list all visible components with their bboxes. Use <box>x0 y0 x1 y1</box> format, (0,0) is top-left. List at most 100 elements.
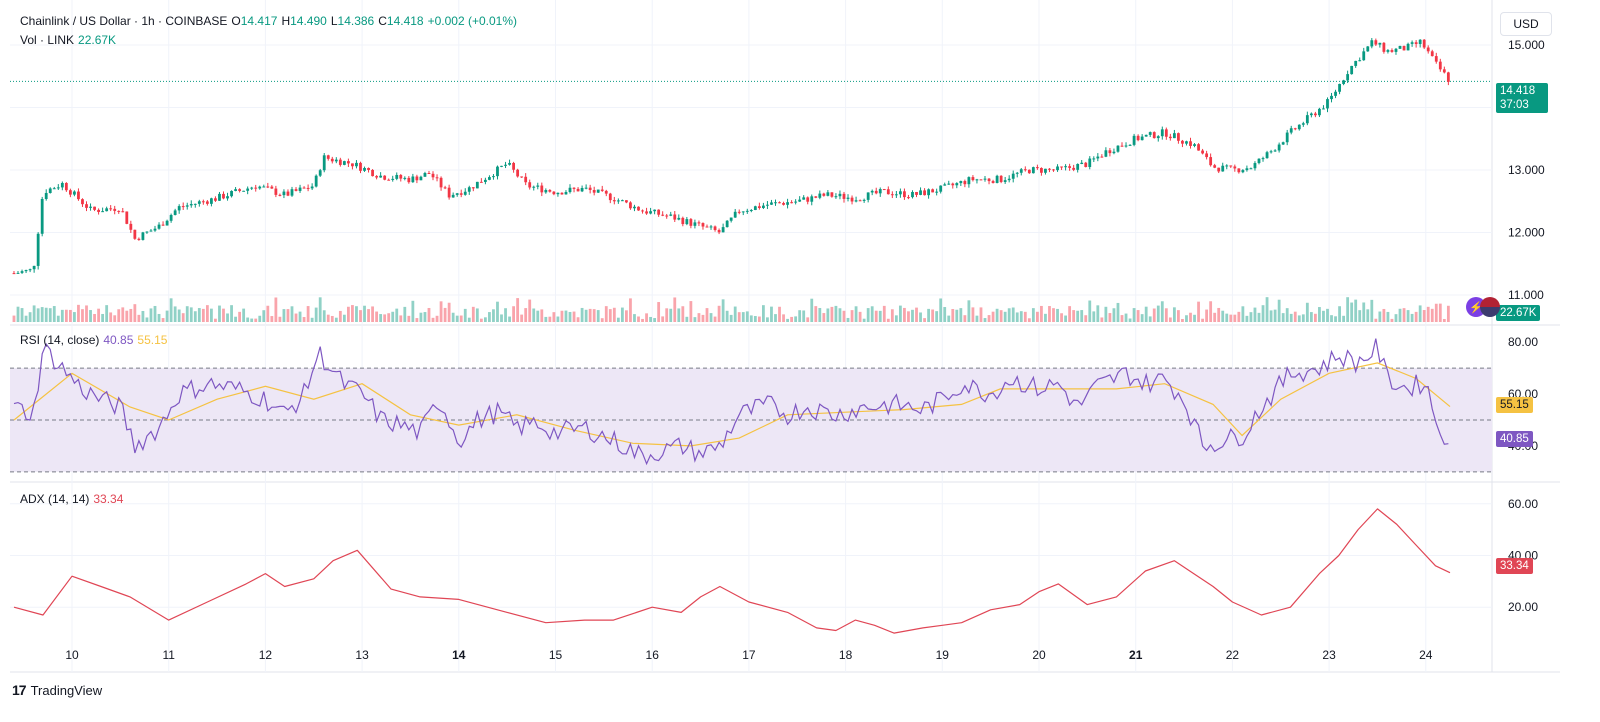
candle-body <box>733 211 737 218</box>
candle-body <box>612 200 616 202</box>
candle-body <box>1261 158 1265 160</box>
symbol-title[interactable]: Chainlink / US Dollar · 1h · COINBASE <box>20 14 228 28</box>
volume-bar <box>1209 301 1213 322</box>
volume-bar <box>919 312 922 322</box>
volume-bar <box>762 305 765 322</box>
candle-body <box>1221 165 1225 172</box>
volume-label[interactable]: Vol · LINK <box>20 33 75 47</box>
volume-bar <box>145 317 149 322</box>
volume-bar <box>540 309 544 322</box>
candle-body <box>846 197 850 199</box>
candle-body <box>927 189 931 196</box>
candle-body <box>1273 150 1277 152</box>
volume-bar <box>1273 309 1277 322</box>
candle-body <box>1346 74 1350 81</box>
volume-bar <box>278 316 282 322</box>
candle-body <box>463 191 467 195</box>
volume-pane <box>12 297 1450 322</box>
candle-body <box>157 224 161 229</box>
candle-body <box>1442 69 1446 73</box>
candle-body <box>713 226 717 231</box>
candle-body <box>963 181 967 185</box>
candle-body <box>210 198 213 204</box>
volume-bar <box>1011 307 1015 322</box>
volume-bar <box>1128 318 1132 322</box>
volume-bar <box>834 305 838 322</box>
candle-body <box>1322 108 1325 110</box>
volume-bar <box>790 316 794 322</box>
open-label: O <box>231 14 241 28</box>
volume-bar <box>351 305 354 322</box>
candle-body <box>234 189 237 191</box>
candle-body <box>1382 42 1386 52</box>
volume-bar <box>1060 313 1063 322</box>
volume-bar <box>258 315 262 322</box>
volume-bar <box>600 318 604 322</box>
candle-body <box>214 198 217 201</box>
candle-body <box>475 181 479 189</box>
candle-body <box>1177 133 1180 141</box>
currency-button[interactable]: USD <box>1500 12 1552 36</box>
candle-body <box>185 205 189 207</box>
volume-bar <box>1189 312 1192 322</box>
volume-bar <box>1245 315 1249 322</box>
volume-bar <box>596 310 600 322</box>
x-tick-label: 24 <box>1419 648 1433 662</box>
volume-bar <box>475 308 479 322</box>
volume-bar <box>1434 303 1438 322</box>
volume-bar <box>975 315 979 322</box>
volume-bar <box>1418 305 1422 322</box>
volume-bar <box>467 317 471 322</box>
candle-body <box>1370 40 1374 47</box>
volume-bar <box>97 308 100 322</box>
volume-bar <box>451 312 455 322</box>
volume-bar <box>342 314 346 322</box>
volume-bar <box>483 317 487 322</box>
candle-body <box>741 211 745 213</box>
volume-bar <box>931 309 935 322</box>
volume-bar <box>588 308 592 322</box>
volume-bar <box>681 306 685 322</box>
volume-bar <box>898 305 902 322</box>
candle-body <box>1072 167 1076 170</box>
volume-bar <box>423 312 427 322</box>
volume-bar <box>1370 299 1374 322</box>
candle-body <box>379 175 383 178</box>
tradingview-logo[interactable]: 17 TradingView <box>12 682 102 698</box>
candle-body <box>125 211 129 224</box>
volume-bar <box>967 300 971 322</box>
volume-bar <box>1358 310 1362 322</box>
candle-body <box>286 191 290 196</box>
low-value: 14.386 <box>337 14 375 28</box>
volume-bar <box>854 306 858 322</box>
candle-body <box>1362 51 1366 61</box>
candle-body <box>1245 168 1249 171</box>
candle-body <box>1285 132 1289 143</box>
volume-bar <box>1390 318 1394 322</box>
volume-bar <box>1116 302 1120 322</box>
volume-bar <box>677 308 681 322</box>
volume-bar <box>685 316 689 322</box>
candle-body <box>431 173 435 178</box>
candle-body <box>347 161 350 164</box>
candle-body <box>1160 129 1164 137</box>
candle-body <box>1056 166 1059 171</box>
candle-body <box>189 204 193 206</box>
volume-bar <box>878 310 882 322</box>
candle-body <box>878 189 882 194</box>
adx-label[interactable]: ADX (14, 14) <box>20 492 90 506</box>
adx-value: 33.34 <box>93 492 124 506</box>
volume-bar <box>399 315 403 322</box>
volume-bar <box>334 317 338 322</box>
candle-body <box>1108 150 1112 154</box>
volume-bar <box>403 306 407 322</box>
volume-bar <box>1297 315 1301 322</box>
candle-body <box>1358 60 1362 62</box>
rsi-label[interactable]: RSI (14, close) <box>20 333 100 347</box>
us-flag-icon[interactable] <box>1480 297 1500 317</box>
candle-body <box>24 269 28 272</box>
volume-bar <box>1100 317 1104 322</box>
volume-bar <box>516 298 520 322</box>
candle-body <box>121 211 125 213</box>
candle-body <box>766 204 769 206</box>
